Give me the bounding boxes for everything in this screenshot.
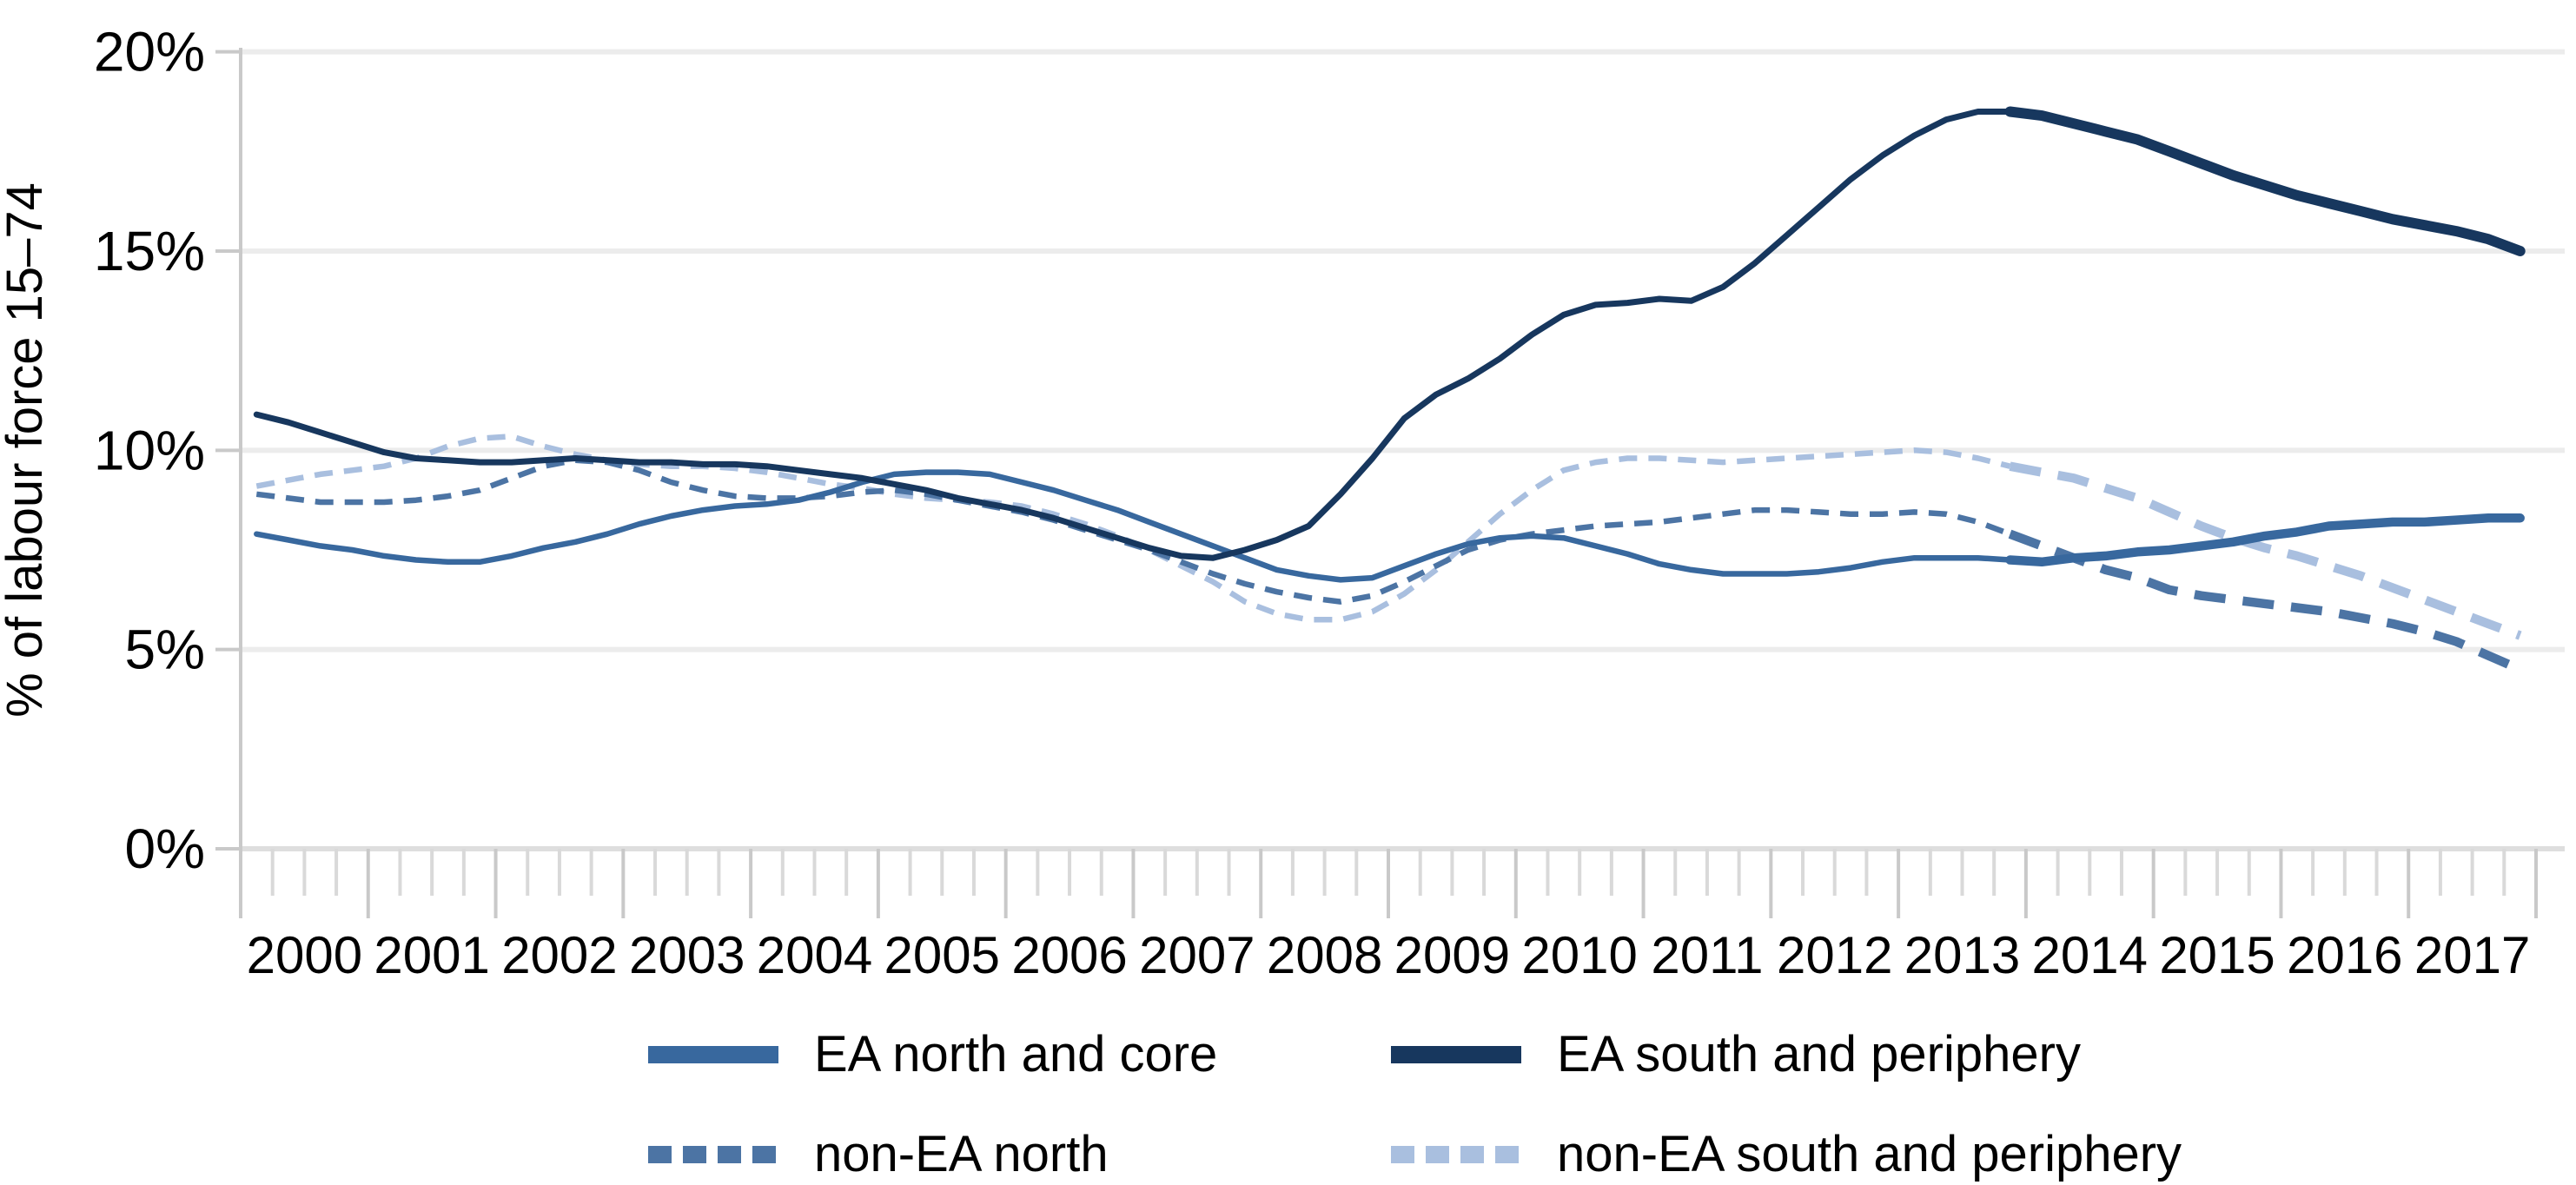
y-tick-label: 15%: [94, 220, 205, 282]
legend-swatch-solid-icon: [1391, 1045, 1521, 1063]
x-tick-label: 2015: [2159, 926, 2275, 984]
x-tick-label: 2001: [374, 926, 489, 984]
legend-item-non-ea-north: non-EA north: [647, 1125, 1109, 1183]
x-tick-label: 2000: [247, 926, 362, 984]
series-line-ea-south-periphery: [2004, 106, 2526, 256]
series-line-ea-north-core: [254, 469, 2013, 583]
x-tick-label: 2005: [884, 926, 1000, 984]
legend-swatch-solid-icon: [648, 1045, 778, 1063]
x-tick-label: 2002: [501, 926, 617, 984]
y-tick-label: 5%: [125, 619, 206, 681]
y-axis-title: % of labour force 15–74: [0, 182, 53, 718]
x-tick-label: 2014: [2032, 926, 2148, 984]
legend-label: non-EA north: [814, 1126, 1109, 1182]
x-tick-label: 2009: [1394, 926, 1510, 984]
legend-swatch-dashed-icon: [648, 1145, 778, 1163]
x-tick-label: 2004: [757, 926, 872, 984]
x-tick-label: 2012: [1777, 926, 1892, 984]
legend-item-non-ea-south-periphery: non-EA south and periphery: [1390, 1125, 2182, 1183]
series-line-ea-south-periphery: [253, 109, 2013, 561]
unemployment-line-chart: 0%5%10%15%20%2000 2001 2002 2003 2004 2005 200…: [0, 21, 2565, 984]
x-tick-label: 2003: [629, 926, 745, 984]
legend-swatch-dashed-icon: [1391, 1145, 1521, 1163]
series-line-non-ea-north: [255, 457, 2011, 605]
x-tick-label: 2011: [1651, 926, 1763, 984]
x-tick-label: 2007: [1139, 926, 1255, 984]
legend-item-ea-south-periphery: EA south and periphery: [1390, 1025, 2081, 1083]
x-tick-label: 2006: [1011, 926, 1127, 984]
y-tick-label: 10%: [94, 419, 205, 481]
series-line-ea-north-core: [2005, 513, 2525, 567]
legend-item-ea-north-core: EA north and core: [647, 1025, 1217, 1083]
legend-label: EA south and periphery: [1557, 1026, 2081, 1082]
chart-legend: EA north and core EA south and periphery n…: [0, 995, 2576, 1185]
x-tick-label: 2010: [1521, 926, 1637, 984]
y-tick-label: 0%: [125, 818, 206, 880]
x-tick-label: 2017: [2414, 926, 2530, 984]
legend-label: non-EA south and periphery: [1557, 1126, 2182, 1182]
x-tick-label: 2008: [1267, 926, 1382, 984]
x-tick-label: 2013: [1904, 926, 2020, 984]
series-line-non-ea-north: [2008, 529, 2522, 674]
x-tick-label: 2016: [2287, 926, 2402, 984]
series-line-non-ea-south-periphery: [2009, 461, 2522, 640]
y-tick-label: 20%: [94, 21, 205, 83]
legend-label: EA north and core: [814, 1026, 1218, 1082]
